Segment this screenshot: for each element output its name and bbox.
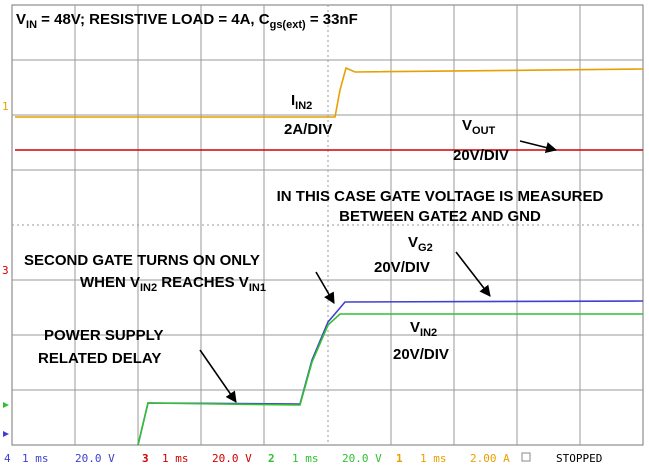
note: WHEN VIN2 REACHES VIN1 [80,274,266,294]
scale: 20.0 V [212,452,252,465]
arrow [199,349,237,403]
arrow [455,251,491,297]
arrow [519,140,558,153]
timebase: 1 ms [292,452,319,465]
iin2-trace [15,66,644,118]
arrow [315,271,335,304]
timebase: 1 ms [22,452,49,465]
ch3-marker: 3 [2,264,9,277]
timebase: 1 ms [162,452,189,465]
state-icon [521,452,531,462]
scale: 20.0 V [342,452,382,465]
vout-scale: 20V/DIV [453,147,509,164]
title: VIN = 48V; RESISTIVE LOAD = 4A, Cgs(ext)… [16,11,358,31]
scale: 20.0 V [75,452,115,465]
ch-id: 3 [142,452,149,465]
ch-id: 1 [396,452,403,465]
graticule [12,5,643,445]
iin2-scale: 2A/DIV [284,121,332,138]
timebase: 1 ms [420,452,447,465]
note: RELATED DELAY [38,350,161,367]
ch2-marker [3,402,9,408]
vin2-scale: 20V/DIV [393,346,449,363]
note: IN THIS CASE GATE VOLTAGE IS MEASURED [277,188,604,205]
vin2-trace [137,313,643,446]
ch1-marker: 1 [2,100,9,113]
vin2-label: VIN2 [410,319,437,339]
acq-state: STOPPED [556,452,602,465]
scale: 2.00 A [470,452,510,465]
vg2-scale: 20V/DIV [374,259,430,276]
note: POWER SUPPLY [44,327,163,344]
ch-id: 4 [4,452,11,465]
note: SECOND GATE TURNS ON ONLY [24,252,260,269]
note: BETWEEN GATE2 AND GND [339,208,541,225]
vout-label: VOUT [462,117,496,137]
ch-id: 2 [268,452,275,465]
ch4-marker [3,431,9,437]
iin2-label: IIN2 [291,92,312,112]
vg2-label: VG2 [408,234,433,254]
status-bar: 4 1 ms 20.0 V 3 1 ms 20.0 V 2 1 ms 20.0 … [4,452,602,465]
